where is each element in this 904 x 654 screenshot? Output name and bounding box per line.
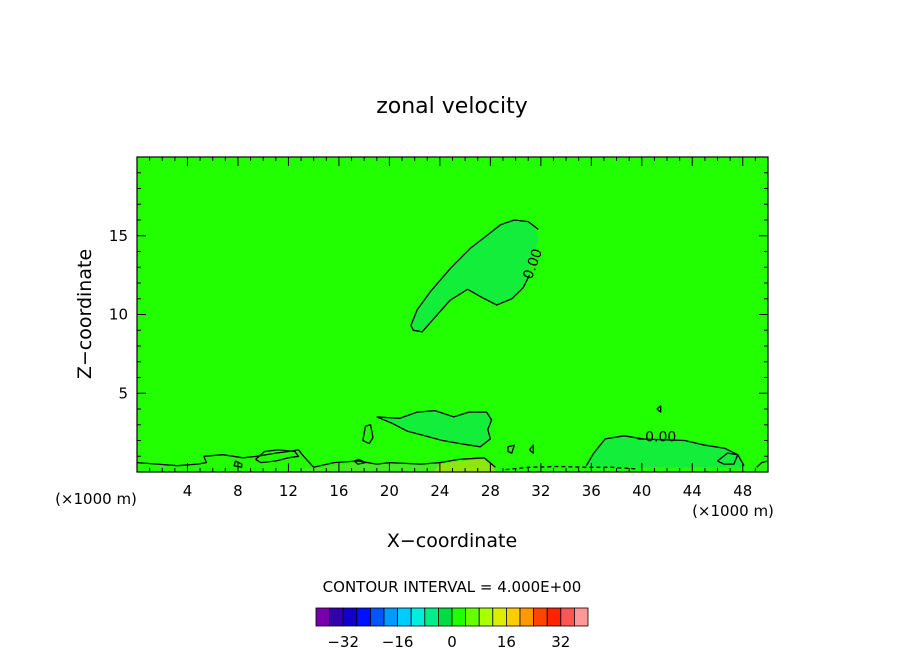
x-tick-label: 32 — [531, 482, 550, 500]
colorbar-tick-label: 16 — [497, 633, 516, 651]
colorbar-tick-label: −32 — [327, 633, 359, 651]
x-tick-label: 20 — [380, 482, 399, 500]
colorbar-swatch — [315, 607, 331, 627]
colorbar-swatch — [533, 607, 548, 627]
colorbar-swatch — [574, 607, 589, 627]
colorbar-swatch — [369, 607, 385, 627]
colorbar-swatch — [465, 607, 480, 627]
contour-left-loop-d — [507, 444, 515, 454]
y-tick-labels: 5 10 15 — [109, 227, 128, 403]
colorbar-swatch — [397, 607, 412, 627]
colorbar-swatch — [451, 607, 467, 627]
x-unit-left: (×1000 m) — [55, 490, 137, 508]
chart-title: zonal velocity — [376, 94, 528, 119]
colorbar-swatch — [329, 607, 344, 627]
contour-left-loop-e — [528, 444, 534, 454]
y-axis-label: Z−coordinate — [74, 249, 96, 379]
x-tick-label: 8 — [233, 482, 243, 500]
colorbar-tick-label: 32 — [551, 633, 570, 651]
contour-interval-text: CONTOUR INTERVAL = 4.000E+00 — [323, 578, 582, 596]
colorbar-swatch — [342, 607, 358, 627]
colorbar-swatch — [356, 607, 371, 627]
x-tick-label: 12 — [279, 482, 298, 500]
colorbar-tick-label: −16 — [382, 633, 414, 651]
x-tick-label: 4 — [183, 482, 193, 500]
x-axis-label: X−coordinate — [387, 530, 517, 552]
axis-ticks — [137, 157, 768, 472]
contour-right-zero — [585, 435, 745, 467]
colorbar-swatch — [546, 607, 562, 627]
contour-left-loop-c — [362, 424, 374, 445]
contour-left-loop-a — [233, 460, 243, 468]
colorbar-swatch — [492, 607, 507, 627]
region-lower-weak-negative-patch-center — [376, 410, 492, 447]
region-upper-weak-negative-lobe — [410, 220, 539, 332]
x-tick-labels: 4 8 12 16 20 24 28 32 36 40 44 48 — [183, 482, 753, 500]
x-tick-label: 44 — [683, 482, 702, 500]
contour-lines — [137, 219, 768, 471]
y-tick-label: 15 — [109, 227, 128, 245]
colorbar-swatch — [383, 607, 399, 627]
region-ground-layer-yellowgreen — [433, 459, 495, 472]
colorbar-swatch — [410, 607, 426, 627]
contour-upper-zero — [410, 219, 539, 333]
colorbar-swatch — [478, 607, 494, 627]
y-tick-label: 5 — [118, 384, 128, 402]
x-tick-label: 16 — [329, 482, 348, 500]
contour-fill-regions — [288, 220, 746, 472]
colorbar-swatch — [424, 607, 439, 627]
x-tick-label: 36 — [582, 482, 601, 500]
x-tick-label: 24 — [430, 482, 449, 500]
x-tick-label: 28 — [481, 482, 500, 500]
contour-left-ground — [137, 449, 315, 468]
contour-left-island — [255, 449, 300, 464]
colorbar: −32 −16 0 16 32 — [315, 607, 589, 651]
x-tick-label: 40 — [632, 482, 651, 500]
contour-edge-right — [756, 460, 768, 468]
contour-mid-zero — [376, 409, 493, 448]
contour-label-2: 0.00 — [645, 429, 676, 445]
contour-small-dot — [656, 405, 662, 413]
colorbar-tick-label: 0 — [447, 633, 457, 651]
colorbar-swatch — [437, 607, 453, 627]
contour-ground-strip — [313, 457, 496, 468]
y-tick-label: 10 — [109, 306, 128, 324]
region-lower-weak-negative-patch-right — [586, 435, 746, 468]
colorbar-swatch — [519, 607, 535, 627]
colorbar-swatch — [505, 607, 521, 627]
x-tick-label: 48 — [733, 482, 752, 500]
colorbar-swatch — [560, 607, 575, 627]
x-unit-right: (×1000 m) — [692, 502, 774, 520]
contour-right-loop — [717, 452, 739, 465]
